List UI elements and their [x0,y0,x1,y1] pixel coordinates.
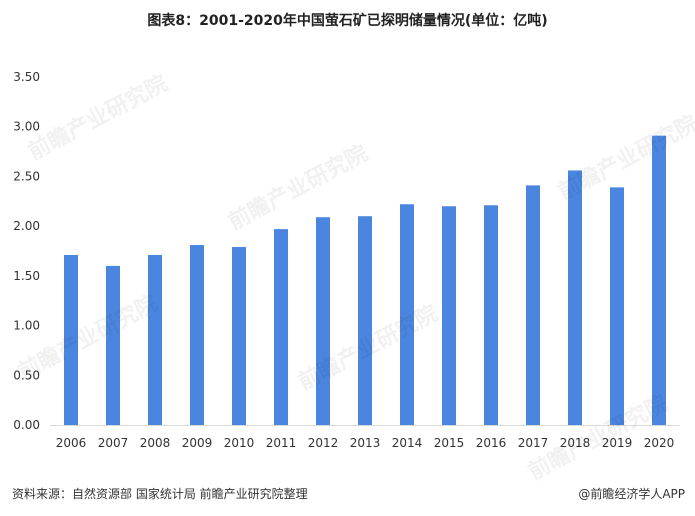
y-tick-label: 0.50 [13,368,40,382]
bar-2007 [106,265,120,425]
source-note: 资料来源：自然资源部 国家统计局 前瞻产业研究院整理 [12,487,308,501]
x-tick-label: 2017 [518,436,549,450]
bar-2011 [274,229,288,425]
x-tick-label: 2011 [266,436,297,450]
y-tick-label: 1.00 [13,319,40,333]
bar-2014 [400,204,414,425]
bar-2017 [526,185,540,425]
x-tick-label: 2008 [140,436,171,450]
x-tick-label: 2016 [476,436,507,450]
bar-2016 [484,205,498,425]
x-tick-label: 2009 [182,436,213,450]
y-tick-label: 1.50 [13,269,40,283]
bar-2012 [316,217,330,425]
x-tick-label: 2019 [602,436,633,450]
y-tick-label: 3.00 [13,120,40,134]
bar-2009 [190,245,204,425]
x-tick-label: 2013 [350,436,381,450]
y-tick-label: 2.50 [13,169,40,183]
bar-2020 [652,135,666,426]
x-tick-label: 2014 [392,436,423,450]
bar-2010 [232,247,246,425]
x-tick-label: 2007 [98,436,129,450]
bar-2018 [568,170,582,425]
y-tick-label: 3.50 [13,70,40,84]
bar-2019 [610,187,624,425]
y-tick-label: 2.00 [13,219,40,233]
y-tick-label: 0.00 [13,418,40,432]
x-tick-label: 2018 [560,436,591,450]
x-tick-label: 2006 [56,436,87,450]
x-tick-label: 2020 [644,436,675,450]
bar-2006 [64,254,78,425]
x-tick-label: 2015 [434,436,465,450]
x-tick-label: 2010 [224,436,255,450]
chart-title: 图表8：2001-2020年中国萤石矿已探明储量情况(单位：亿吨) [147,13,548,29]
bar-2008 [148,254,162,425]
x-tick-label: 2012 [308,436,339,450]
bar-2013 [358,216,372,425]
brand-label: @前瞻经济学人APP [578,487,685,501]
bar-2015 [442,206,456,425]
